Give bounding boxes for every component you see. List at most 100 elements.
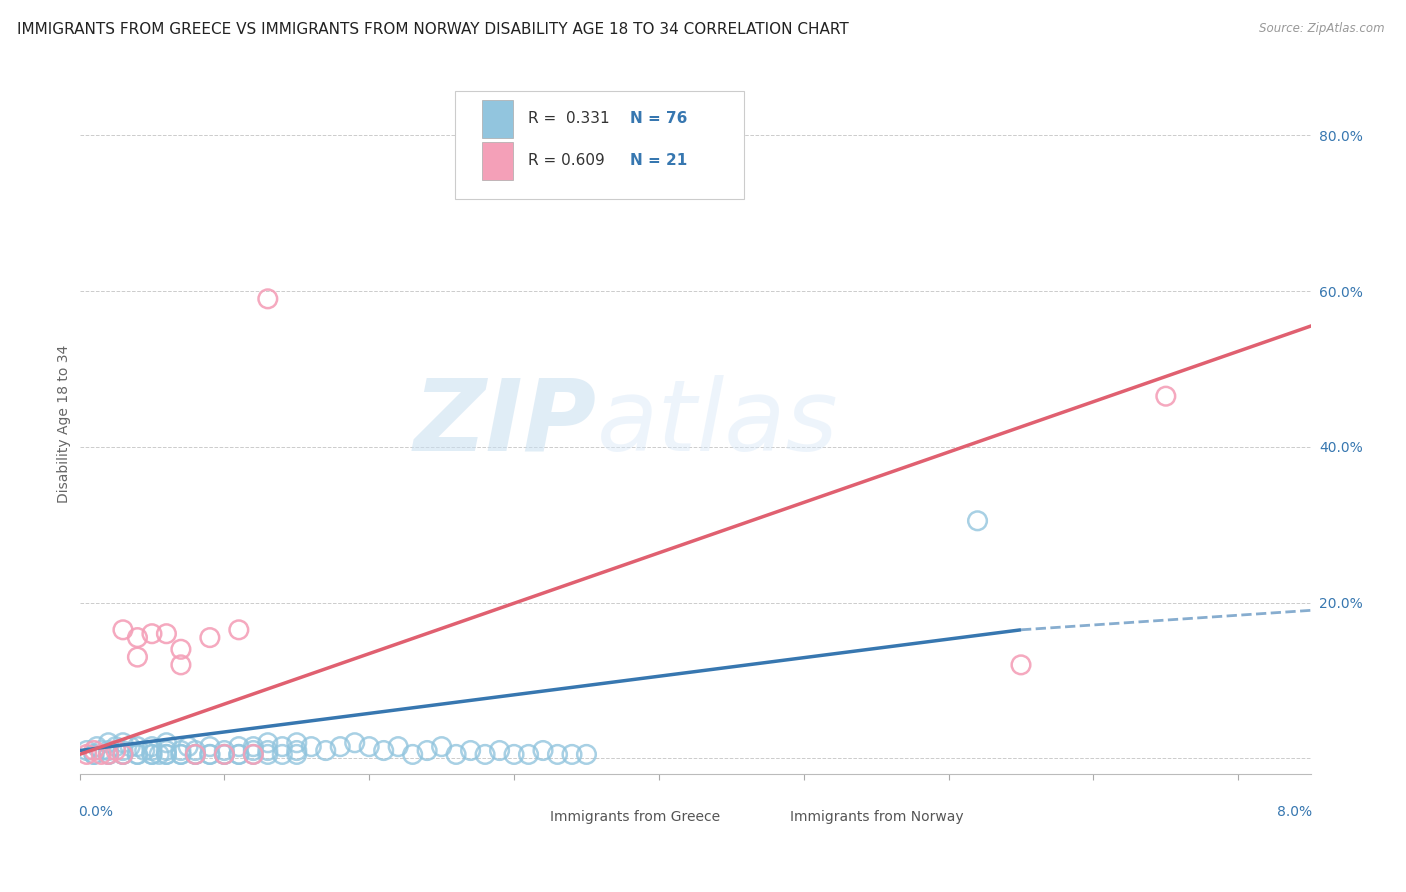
- Point: [242, 743, 264, 757]
- Point: [531, 743, 554, 757]
- Point: [503, 747, 526, 762]
- Point: [141, 743, 163, 757]
- Point: [184, 747, 207, 762]
- Point: [97, 747, 120, 762]
- Point: [517, 747, 540, 762]
- Point: [329, 739, 352, 754]
- Point: [271, 747, 294, 762]
- Point: [343, 736, 366, 750]
- Point: [83, 743, 105, 757]
- Text: ZIP: ZIP: [413, 375, 596, 472]
- Point: [148, 747, 170, 762]
- Point: [155, 736, 177, 750]
- Point: [170, 642, 193, 657]
- Point: [97, 747, 120, 762]
- Point: [214, 747, 236, 762]
- Point: [155, 747, 177, 762]
- Y-axis label: Disability Age 18 to 34: Disability Age 18 to 34: [58, 344, 72, 502]
- Point: [198, 739, 221, 754]
- Point: [127, 650, 149, 665]
- Point: [127, 747, 149, 762]
- FancyBboxPatch shape: [456, 90, 744, 199]
- Point: [141, 747, 163, 762]
- Point: [315, 743, 337, 757]
- Point: [285, 747, 308, 762]
- Text: atlas: atlas: [596, 375, 838, 472]
- Point: [141, 747, 163, 762]
- Point: [111, 747, 134, 762]
- Point: [127, 739, 149, 754]
- Point: [83, 747, 105, 762]
- Point: [285, 743, 308, 757]
- Point: [198, 631, 221, 645]
- Text: N = 21: N = 21: [630, 153, 688, 169]
- Point: [104, 743, 127, 757]
- Text: R =  0.331: R = 0.331: [527, 112, 609, 127]
- Point: [111, 747, 134, 762]
- Point: [111, 623, 134, 637]
- Point: [575, 747, 598, 762]
- Point: [170, 657, 193, 672]
- FancyBboxPatch shape: [763, 810, 785, 825]
- Point: [170, 743, 193, 757]
- Point: [214, 747, 236, 762]
- Text: Immigrants from Norway: Immigrants from Norway: [790, 810, 963, 824]
- Point: [430, 739, 453, 754]
- Point: [242, 747, 264, 762]
- Point: [474, 747, 496, 762]
- Point: [242, 739, 264, 754]
- Point: [184, 747, 207, 762]
- Point: [90, 743, 112, 757]
- Point: [127, 631, 149, 645]
- Point: [359, 739, 381, 754]
- Point: [170, 747, 193, 762]
- Point: [97, 743, 120, 757]
- Point: [155, 743, 177, 757]
- Point: [83, 747, 105, 762]
- Point: [228, 623, 250, 637]
- Point: [155, 747, 177, 762]
- FancyBboxPatch shape: [482, 142, 513, 180]
- Point: [111, 743, 134, 757]
- Point: [228, 739, 250, 754]
- Text: 8.0%: 8.0%: [1277, 805, 1312, 819]
- Point: [127, 747, 149, 762]
- Point: [1010, 657, 1032, 672]
- Point: [547, 747, 569, 762]
- Point: [155, 626, 177, 640]
- Point: [271, 739, 294, 754]
- Point: [184, 743, 207, 757]
- Text: IMMIGRANTS FROM GREECE VS IMMIGRANTS FROM NORWAY DISABILITY AGE 18 TO 34 CORRELA: IMMIGRANTS FROM GREECE VS IMMIGRANTS FRO…: [17, 22, 849, 37]
- Point: [141, 739, 163, 754]
- Text: Source: ZipAtlas.com: Source: ZipAtlas.com: [1260, 22, 1385, 36]
- Point: [256, 743, 278, 757]
- Text: Immigrants from Greece: Immigrants from Greece: [550, 810, 720, 824]
- Point: [104, 739, 127, 754]
- Point: [285, 736, 308, 750]
- Point: [111, 747, 134, 762]
- Point: [1154, 389, 1177, 403]
- Point: [228, 747, 250, 762]
- Point: [111, 736, 134, 750]
- Point: [214, 747, 236, 762]
- Point: [177, 739, 200, 754]
- Point: [373, 743, 395, 757]
- Point: [184, 747, 207, 762]
- Point: [76, 743, 98, 757]
- Point: [256, 736, 278, 750]
- Text: R = 0.609: R = 0.609: [527, 153, 605, 169]
- Point: [141, 626, 163, 640]
- Point: [242, 747, 264, 762]
- Point: [256, 747, 278, 762]
- Point: [966, 514, 988, 528]
- Point: [488, 743, 510, 757]
- Point: [256, 292, 278, 306]
- Point: [561, 747, 583, 762]
- FancyBboxPatch shape: [482, 100, 513, 138]
- Point: [460, 743, 482, 757]
- Point: [299, 739, 322, 754]
- Point: [86, 739, 108, 754]
- Point: [90, 747, 112, 762]
- Point: [387, 739, 409, 754]
- FancyBboxPatch shape: [523, 810, 546, 825]
